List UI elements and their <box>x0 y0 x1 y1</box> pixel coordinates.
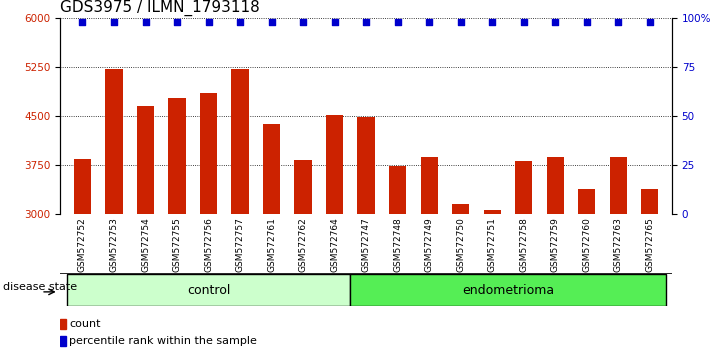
Text: GSM572750: GSM572750 <box>456 217 465 272</box>
Bar <box>326 115 343 214</box>
Bar <box>169 98 186 214</box>
Bar <box>609 157 627 214</box>
Bar <box>452 204 469 214</box>
Text: GSM572756: GSM572756 <box>204 217 213 272</box>
Text: count: count <box>69 319 100 329</box>
Text: GSM572748: GSM572748 <box>393 217 402 272</box>
Text: endometrioma: endometrioma <box>462 284 554 297</box>
Text: GSM572759: GSM572759 <box>551 217 560 272</box>
Point <box>171 19 183 24</box>
Point <box>235 19 246 24</box>
Bar <box>358 116 375 214</box>
Bar <box>60 319 66 329</box>
Point <box>266 19 277 24</box>
Bar <box>105 69 123 214</box>
Text: GSM572761: GSM572761 <box>267 217 276 272</box>
Point <box>550 19 561 24</box>
Point <box>581 19 592 24</box>
Text: GDS3975 / ILMN_1793118: GDS3975 / ILMN_1793118 <box>60 0 260 16</box>
Bar <box>547 156 564 214</box>
Text: GSM572751: GSM572751 <box>488 217 497 272</box>
Point <box>518 19 530 24</box>
Bar <box>231 69 249 214</box>
Text: GSM572755: GSM572755 <box>173 217 181 272</box>
Bar <box>483 210 501 214</box>
Bar <box>578 189 596 214</box>
Text: GSM572757: GSM572757 <box>235 217 245 272</box>
Bar <box>200 93 218 214</box>
Point <box>392 19 403 24</box>
Point <box>329 19 341 24</box>
Bar <box>294 160 312 214</box>
Text: percentile rank within the sample: percentile rank within the sample <box>69 336 257 346</box>
Text: disease state: disease state <box>3 282 77 292</box>
Point <box>360 19 372 24</box>
Point <box>455 19 466 24</box>
Bar <box>389 166 407 214</box>
Text: control: control <box>187 284 230 297</box>
Point <box>644 19 656 24</box>
Text: GSM572765: GSM572765 <box>646 217 654 272</box>
Bar <box>67 274 351 306</box>
Text: GSM572763: GSM572763 <box>614 217 623 272</box>
Bar <box>641 189 658 214</box>
Text: GSM572758: GSM572758 <box>519 217 528 272</box>
Text: GSM572747: GSM572747 <box>362 217 370 272</box>
Point <box>424 19 435 24</box>
Text: GSM572764: GSM572764 <box>330 217 339 272</box>
Point <box>108 19 119 24</box>
Point <box>77 19 88 24</box>
Bar <box>137 106 154 214</box>
Bar <box>351 274 665 306</box>
Bar <box>263 124 280 214</box>
Text: GSM572753: GSM572753 <box>109 217 119 272</box>
Text: GSM572762: GSM572762 <box>299 217 308 272</box>
Text: GSM572754: GSM572754 <box>141 217 150 272</box>
Point <box>140 19 151 24</box>
Bar <box>420 157 438 214</box>
Bar <box>515 161 533 214</box>
Bar <box>60 336 66 346</box>
Text: GSM572749: GSM572749 <box>424 217 434 272</box>
Text: GSM572760: GSM572760 <box>582 217 592 272</box>
Point <box>613 19 624 24</box>
Text: GSM572752: GSM572752 <box>78 217 87 272</box>
Point <box>486 19 498 24</box>
Point <box>297 19 309 24</box>
Point <box>203 19 214 24</box>
Bar <box>74 159 91 214</box>
